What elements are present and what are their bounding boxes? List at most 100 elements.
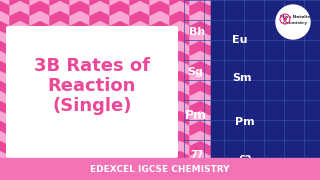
Polygon shape [50,0,70,15]
Text: Reaction: Reaction [48,77,136,95]
Polygon shape [170,140,190,155]
Polygon shape [70,0,90,15]
Polygon shape [90,170,110,180]
Polygon shape [0,160,10,175]
Polygon shape [0,50,10,65]
Polygon shape [70,130,90,145]
Polygon shape [10,110,30,125]
Polygon shape [130,10,150,25]
Polygon shape [110,100,130,115]
Polygon shape [110,0,130,15]
Polygon shape [0,170,10,180]
Polygon shape [30,160,50,175]
Polygon shape [90,10,110,25]
Polygon shape [190,20,210,35]
Polygon shape [10,170,30,180]
Polygon shape [30,30,50,45]
Polygon shape [190,40,210,55]
Polygon shape [190,0,210,15]
Polygon shape [90,80,110,95]
Polygon shape [10,60,30,75]
Polygon shape [50,160,70,175]
Polygon shape [130,150,150,165]
Polygon shape [0,40,10,55]
Polygon shape [70,150,90,165]
Polygon shape [50,120,70,135]
Polygon shape [30,60,50,75]
Polygon shape [30,50,50,65]
Polygon shape [170,130,190,145]
Polygon shape [170,110,190,125]
Polygon shape [170,20,190,35]
Polygon shape [30,90,50,105]
Polygon shape [170,80,190,95]
Polygon shape [190,150,210,165]
Polygon shape [0,80,10,95]
Polygon shape [130,110,150,125]
Polygon shape [90,110,110,125]
Polygon shape [170,70,190,85]
Polygon shape [150,0,170,15]
Polygon shape [190,80,210,95]
Polygon shape [90,150,110,165]
Polygon shape [30,0,50,5]
Polygon shape [70,140,90,155]
Polygon shape [70,20,90,35]
Polygon shape [70,120,90,135]
Polygon shape [130,170,150,180]
Polygon shape [0,30,10,45]
Polygon shape [50,100,70,115]
Polygon shape [150,40,170,55]
Polygon shape [110,140,130,155]
Text: Pm: Pm [185,109,207,122]
Polygon shape [130,50,150,65]
Text: EDEXCEL IGCSE CHEMISTRY: EDEXCEL IGCSE CHEMISTRY [90,165,230,174]
Polygon shape [150,170,170,180]
Polygon shape [110,120,130,135]
Polygon shape [130,90,150,105]
Polygon shape [170,50,190,65]
Polygon shape [70,160,90,175]
Polygon shape [190,130,210,145]
Polygon shape [130,130,150,145]
Polygon shape [150,90,170,105]
Polygon shape [110,20,130,35]
Polygon shape [150,80,170,95]
Polygon shape [150,60,170,75]
FancyBboxPatch shape [6,26,178,158]
Polygon shape [30,100,50,115]
Polygon shape [170,90,190,105]
Polygon shape [90,0,110,5]
Polygon shape [110,10,130,25]
Polygon shape [130,70,150,85]
Polygon shape [110,60,130,75]
Polygon shape [110,130,130,145]
Polygon shape [50,10,70,25]
Polygon shape [70,60,90,75]
Polygon shape [0,60,10,75]
Polygon shape [110,110,130,125]
Polygon shape [90,20,110,35]
Polygon shape [90,70,110,85]
Text: Bh: Bh [189,27,205,37]
Polygon shape [190,120,210,135]
Polygon shape [30,40,50,55]
Polygon shape [50,130,70,145]
Polygon shape [150,20,170,35]
Text: 62: 62 [238,155,252,165]
Polygon shape [10,50,30,65]
Polygon shape [0,110,10,125]
Polygon shape [150,110,170,125]
Polygon shape [130,100,150,115]
Polygon shape [90,50,110,65]
Polygon shape [10,130,30,145]
Polygon shape [130,140,150,155]
Polygon shape [130,80,150,95]
Polygon shape [70,10,90,25]
Polygon shape [70,70,90,85]
Polygon shape [170,150,190,165]
Polygon shape [130,160,150,175]
Polygon shape [170,120,190,135]
Polygon shape [30,130,50,145]
Polygon shape [70,30,90,45]
